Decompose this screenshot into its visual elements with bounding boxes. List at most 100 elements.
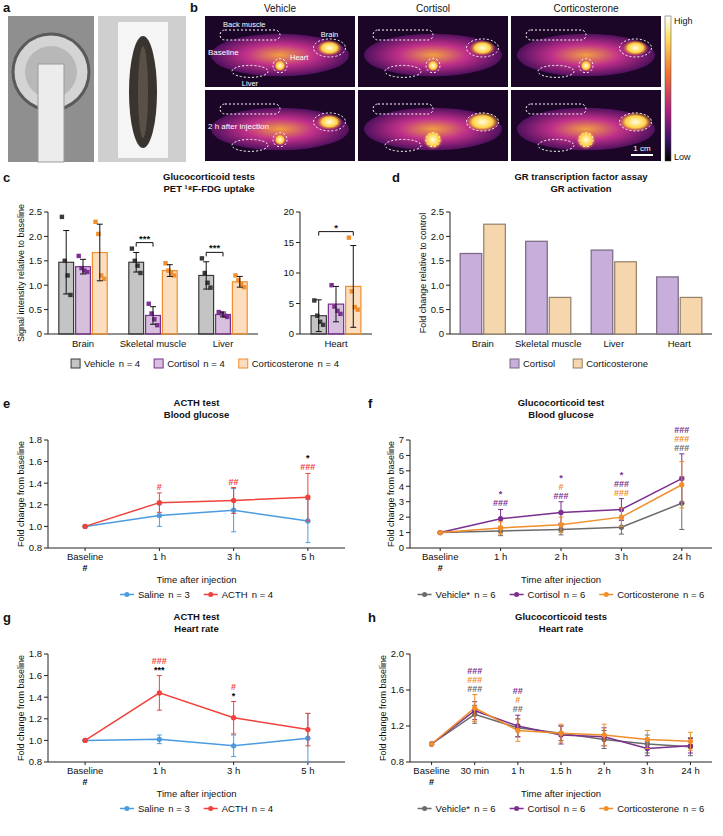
y-tick: [406, 455, 410, 456]
error-bar: [157, 493, 162, 512]
x-tick-label: Skeletal muscle: [515, 338, 582, 349]
y-tick: [406, 532, 410, 533]
y-tick: [296, 212, 300, 213]
y-tick-label: 5: [289, 298, 294, 309]
panel-letter: d: [392, 170, 400, 185]
legend-label: Vehicle*: [436, 589, 471, 600]
y-tick: [406, 762, 410, 763]
data-point: [688, 739, 693, 744]
pet-brain: [623, 40, 649, 56]
y-tick: [44, 309, 48, 310]
region-outline: [220, 30, 280, 40]
y-tick: [406, 486, 410, 487]
data-point: [172, 273, 176, 277]
region-outline: [232, 65, 268, 77]
error-bar: [167, 265, 173, 277]
bar: [129, 262, 144, 334]
region-label: Heart: [290, 53, 309, 62]
y-axis-line: [48, 440, 49, 548]
chart-subtitle: Blood glucose: [528, 409, 593, 420]
bar: [460, 253, 482, 334]
y-tick: [44, 504, 48, 505]
region-outline: [526, 104, 586, 114]
series-line: [440, 485, 682, 533]
data-point: [147, 302, 151, 306]
panel-letter: e: [3, 396, 10, 411]
error-bar: [619, 508, 624, 527]
legend-swatch: [71, 359, 80, 368]
y-tick: [44, 762, 48, 763]
pet-heart: [274, 134, 286, 146]
panel-letter: g: [3, 610, 11, 625]
x-tick-label: 2 h: [598, 765, 611, 776]
region-label: Back muscle: [223, 20, 266, 29]
y-axis-line: [48, 212, 49, 334]
legend-n: n = 6: [474, 589, 495, 600]
scale-bar-label: 1 cm: [633, 144, 651, 153]
legend-label: Saline: [138, 803, 164, 814]
legend-label: Cortisol: [523, 358, 555, 369]
region-outline: [373, 104, 433, 114]
data-point: [321, 323, 325, 327]
legend-label: Cortisol: [528, 589, 560, 600]
error-bar: [305, 713, 310, 763]
y-tick: [406, 440, 410, 441]
series-line: [85, 738, 308, 746]
error-bar: [237, 276, 243, 287]
error-bar: [231, 735, 236, 757]
y-tick-label: 1.6: [391, 684, 404, 695]
significance-label: ###: [467, 684, 482, 694]
series-line: [85, 497, 308, 526]
scale-bar: [631, 154, 653, 156]
y-tick: [406, 654, 410, 655]
data-point: [679, 482, 684, 487]
error-bar: [63, 231, 69, 294]
x-axis-title: Time after injection: [521, 574, 601, 585]
x-tick-label: Liver: [603, 338, 624, 349]
x-tick-label: Brain: [472, 338, 494, 349]
legend-n: n = 6: [683, 803, 704, 814]
legend-label: Corticosterone: [586, 358, 648, 369]
chart-title: ACTH test: [174, 397, 221, 408]
pet-image: [511, 90, 661, 161]
data-point: [82, 524, 87, 529]
bar: [232, 282, 247, 334]
data-point: [305, 495, 310, 500]
data-point: [231, 715, 236, 720]
x-tick-label: 1 h: [153, 551, 166, 562]
y-tick: [446, 236, 450, 237]
line-chart: fGlucocorticoid testBlood glucose0123456…: [368, 396, 712, 600]
y-tick: [44, 236, 48, 237]
photo-detail: [118, 22, 168, 158]
marks: [429, 695, 693, 756]
legend: Vehiclen = 4Cortisoln = 4Corticosteronen…: [71, 358, 339, 369]
y-tick: [446, 334, 450, 335]
legend-label: Cortisol: [167, 358, 199, 369]
y-axis-line: [48, 654, 49, 762]
y-tick-label: 0.8: [29, 542, 42, 553]
legend-n: n = 6: [683, 589, 704, 600]
error-bar: [220, 312, 226, 317]
legend-n: n = 3: [168, 589, 189, 600]
y-tick: [44, 718, 48, 719]
y-tick: [44, 285, 48, 286]
line-chart: gACTH testHeart rate0.81.01.21.41.61.8Fo…: [3, 610, 345, 814]
legend-swatch: [573, 359, 582, 368]
region-outline: [620, 39, 652, 57]
x-tick-label: 3 h: [227, 551, 240, 562]
x-axis-title: Time after injection: [157, 788, 237, 799]
y-tick-label: 1.5: [431, 255, 444, 266]
marks: [460, 224, 702, 334]
error-bar: [203, 262, 209, 289]
legend-label: Corticosterone: [617, 589, 679, 600]
x-tick-label: 1 h: [511, 765, 524, 776]
reference-mark: #: [83, 563, 88, 573]
series-line: [85, 510, 308, 526]
legend-marker: [422, 592, 427, 597]
region-label: Liver: [242, 79, 259, 88]
significance-label: #: [157, 482, 162, 492]
data-point: [355, 307, 359, 311]
legend: Cortisol Corticosterone: [510, 358, 648, 369]
pet-image: [511, 16, 661, 87]
y-tick: [446, 309, 450, 310]
